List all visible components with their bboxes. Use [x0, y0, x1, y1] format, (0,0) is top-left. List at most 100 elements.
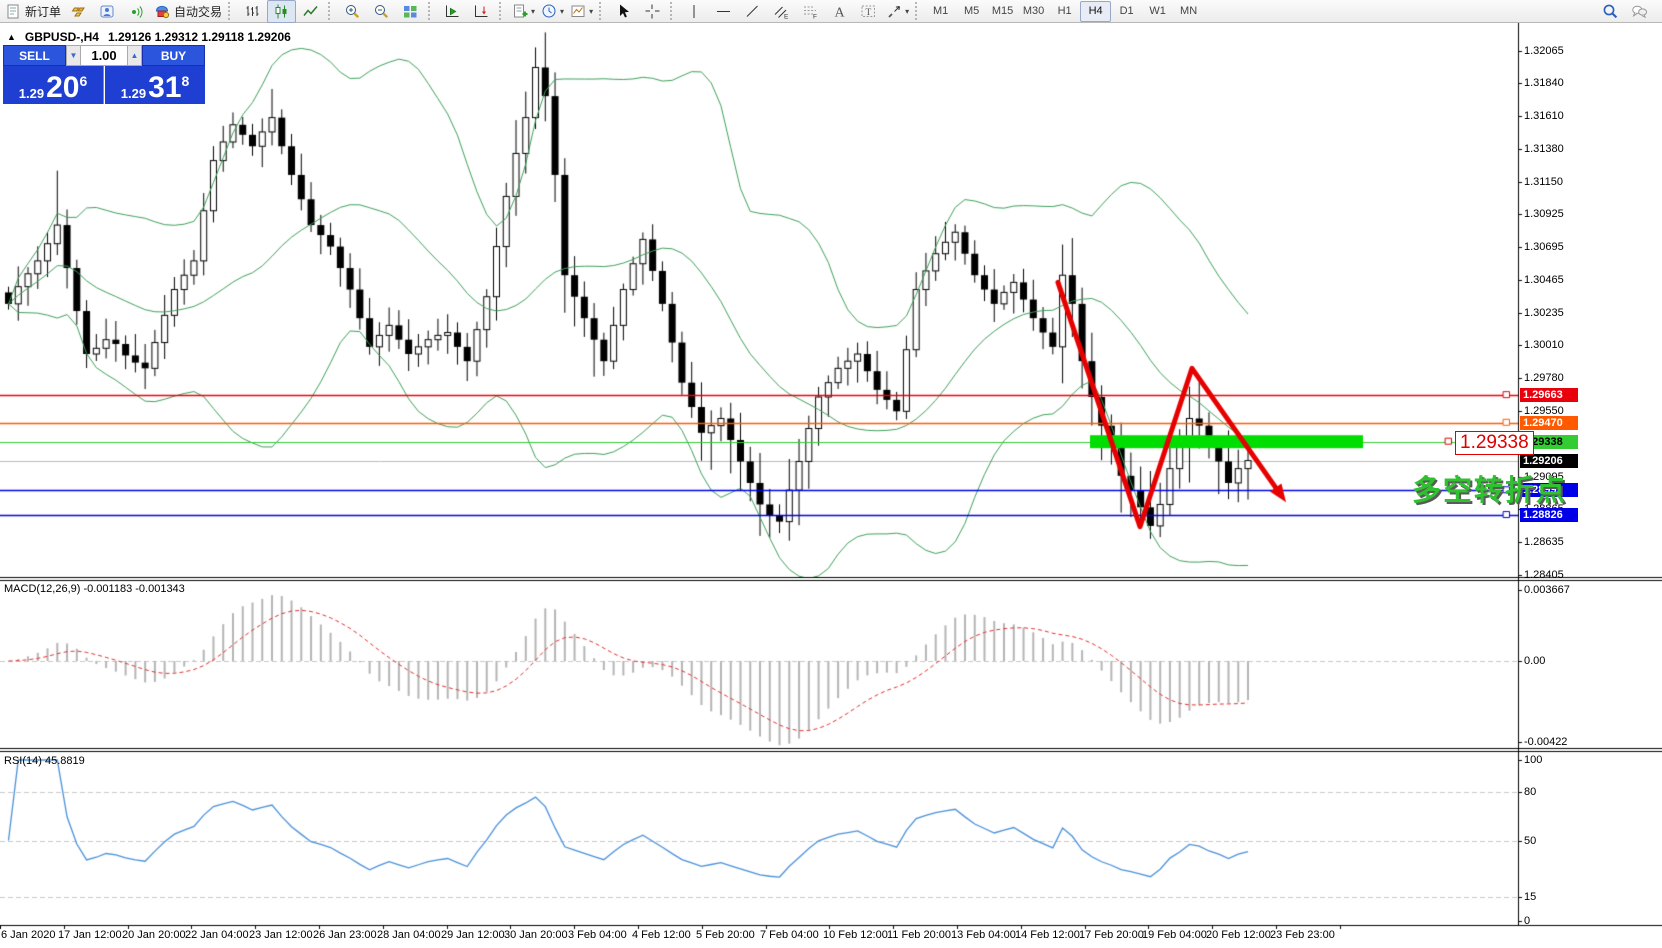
sell-button[interactable]: SELL [3, 45, 66, 66]
time-axis-label: 5 Feb 20:00 [696, 929, 755, 941]
zoom-out-button[interactable] [367, 0, 396, 23]
buy-price[interactable]: 1.29 31 8 [105, 66, 205, 104]
sell-price[interactable]: 1.29 20 6 [3, 66, 104, 104]
gold-bars-button[interactable] [64, 0, 93, 23]
periods-button[interactable]: ▾ [538, 0, 567, 23]
rsi-axis-tick: 100 [1524, 754, 1543, 766]
time-axis-label: 7 Feb 04:00 [760, 929, 819, 941]
zoom-in-icon [344, 3, 361, 20]
sell-price-base: 1.29 [18, 86, 45, 101]
templates-icon [570, 3, 587, 20]
text-icon: A [831, 3, 848, 20]
toolbar-separator [328, 2, 335, 20]
price-axis-tick: 1.31610 [1524, 110, 1564, 123]
horizontal-line-icon [715, 3, 732, 20]
price-axis-tick: 1.31150 [1524, 176, 1563, 189]
trendline-button[interactable] [738, 0, 767, 23]
buy-price-sup: 8 [181, 73, 190, 89]
volume-input[interactable]: 1.00 [81, 45, 127, 66]
timeframe-m5-button[interactable]: M5 [963, 5, 980, 17]
chart-surface[interactable] [0, 23, 1662, 948]
time-axis-label: 4 Feb 12:00 [632, 929, 691, 941]
auto-scroll-button[interactable] [438, 0, 467, 23]
timeframe-h4-button[interactable]: H4 [1080, 0, 1112, 22]
price-badge-1.29470: 1.29470 [1520, 415, 1578, 430]
timeframe-m15-button[interactable]: M15 [991, 5, 1014, 17]
line-chart-button[interactable] [296, 0, 325, 23]
autotrade-button[interactable]: 自动交易 [151, 0, 225, 23]
rsi-axis-tick: 15 [1524, 890, 1537, 903]
dropdown-caret-icon[interactable]: ▾ [905, 6, 910, 16]
price-axis-tick: 1.30235 [1524, 307, 1564, 320]
chat-icon [1631, 3, 1648, 20]
macd-label: MACD(12,26,9) -0.001183 -0.001343 [4, 583, 185, 595]
timeframe-d1-button[interactable]: D1 [1119, 5, 1134, 17]
account-icon [99, 3, 116, 20]
chart-shift-button[interactable] [467, 0, 496, 23]
timeframe-m30-button[interactable]: M30 [1022, 5, 1045, 17]
search-button[interactable] [1596, 0, 1625, 23]
volume-up-button[interactable]: ▲ [127, 45, 142, 66]
candlestick-button[interactable] [267, 0, 297, 23]
account-button[interactable] [93, 0, 122, 23]
toolbar-separator [670, 2, 677, 20]
collapse-icon[interactable]: ▲ [7, 32, 16, 42]
price-axis-tick: 1.32065 [1524, 45, 1564, 57]
chart-header: ▲ GBPUSD-,H4 1.29126 1.29312 1.29118 1.2… [7, 30, 291, 44]
annotation-text[interactable]: 多空转折点 [1412, 475, 1568, 507]
timeframe-h1-button[interactable]: H1 [1057, 5, 1072, 17]
time-axis-label: 30 Jan 20:00 [504, 929, 568, 941]
svg-text:T: T [866, 8, 872, 18]
signal-icon [128, 3, 145, 20]
bar-chart-button[interactable] [238, 0, 267, 23]
rsi-axis-tick: 50 [1524, 834, 1537, 847]
search-icon [1602, 3, 1619, 20]
price-axis-tick: 1.28405 [1524, 569, 1564, 582]
text-label-button[interactable]: T [854, 0, 883, 23]
chart-shift-icon [473, 3, 490, 20]
tile-windows-button[interactable] [396, 0, 425, 23]
indicators-button[interactable]: ▾ [509, 0, 538, 23]
timeframe-mn-button[interactable]: MN [1180, 5, 1198, 17]
fibonacci-button[interactable]: F [796, 0, 825, 23]
dropdown-caret-icon[interactable]: ▾ [531, 6, 536, 16]
text-button[interactable]: A [825, 0, 854, 23]
new-order-button[interactable]: 新订单 [2, 0, 64, 23]
price-tag-1.29338[interactable]: 1.29338 [1455, 431, 1534, 455]
volume-down-button[interactable]: ▼ [66, 45, 81, 66]
crosshair-button[interactable] [638, 0, 667, 23]
horizontal-line-button[interactable] [709, 0, 738, 23]
zoom-in-button[interactable] [338, 0, 367, 23]
templates-button[interactable]: ▾ [567, 0, 596, 23]
buy-price-base: 1.29 [120, 86, 147, 101]
equidistant-channel-button[interactable]: E [767, 0, 796, 23]
timeframe-w1-button[interactable]: W1 [1149, 5, 1166, 17]
symbol-period: GBPUSD-,H4 [24, 30, 99, 44]
timeframe-m1-button[interactable]: M1 [932, 5, 949, 17]
price-axis-tick: 1.29095 [1524, 470, 1564, 483]
time-axis-label: 6 Jan 2020 [1, 929, 56, 941]
svg-text:E: E [784, 13, 789, 20]
price-badge-1.28999: 1.28999 [1520, 483, 1578, 498]
rsi-axis-tick: 0 [1524, 915, 1531, 927]
time-axis-label: 23 Jan 12:00 [249, 929, 313, 941]
dropdown-caret-icon[interactable]: ▾ [589, 6, 594, 16]
cursor-button[interactable] [609, 0, 638, 23]
toolbar-separator [915, 2, 922, 20]
equidistant-channel-icon: E [773, 3, 790, 20]
vertical-line-button[interactable] [680, 0, 709, 23]
signal-button[interactable] [122, 0, 151, 23]
toolbar-separator [428, 2, 435, 20]
auto-scroll-icon [444, 3, 461, 20]
buy-button[interactable]: BUY [142, 45, 205, 66]
arrows-button[interactable]: ▾ [883, 0, 912, 23]
time-axis-label: 20 Jan 20:00 [122, 929, 186, 941]
candlestick-icon [273, 3, 290, 20]
dropdown-caret-icon[interactable]: ▾ [560, 6, 565, 16]
svg-text:A: A [835, 5, 846, 20]
macd-axis-tick: -0.00422 [1524, 736, 1568, 749]
time-axis-label: 3 Feb 04:00 [568, 929, 627, 941]
crosshair-icon [644, 3, 661, 20]
chat-button[interactable] [1625, 0, 1654, 23]
